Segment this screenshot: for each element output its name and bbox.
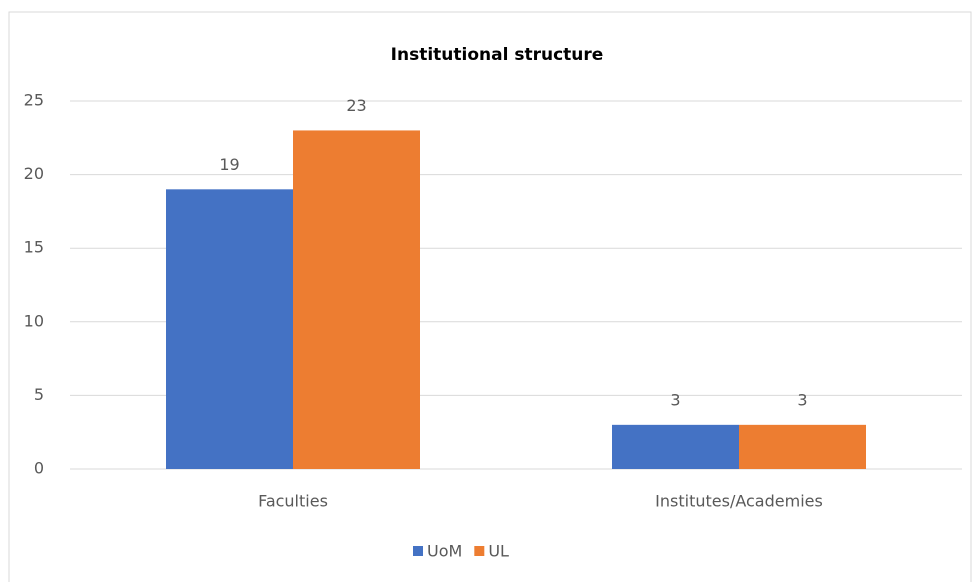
legend-swatch	[474, 546, 485, 556]
chart-title: Institutional structure	[391, 45, 604, 65]
y-tick-label: 0	[34, 459, 44, 478]
data-label: 19	[219, 155, 239, 174]
legend-swatch	[413, 546, 423, 556]
bar	[739, 424, 866, 469]
data-label: 3	[670, 390, 680, 409]
chart-border	[8, 11, 972, 582]
y-tick-label: 20	[24, 164, 44, 183]
legend-label: UL	[488, 542, 509, 561]
bar	[166, 189, 293, 469]
x-tick-label: Faculties	[258, 492, 328, 511]
y-tick-label: 10	[24, 311, 44, 330]
bar	[612, 424, 739, 469]
data-label: 3	[797, 390, 807, 409]
data-label: 23	[346, 96, 366, 115]
y-tick-label: 25	[24, 91, 44, 110]
bar	[293, 130, 420, 469]
y-tick-label: 15	[24, 238, 44, 257]
y-tick-label: 5	[34, 385, 44, 404]
legend-label: UoM	[427, 542, 462, 561]
x-tick-label: Institutes/Academies	[655, 492, 823, 511]
